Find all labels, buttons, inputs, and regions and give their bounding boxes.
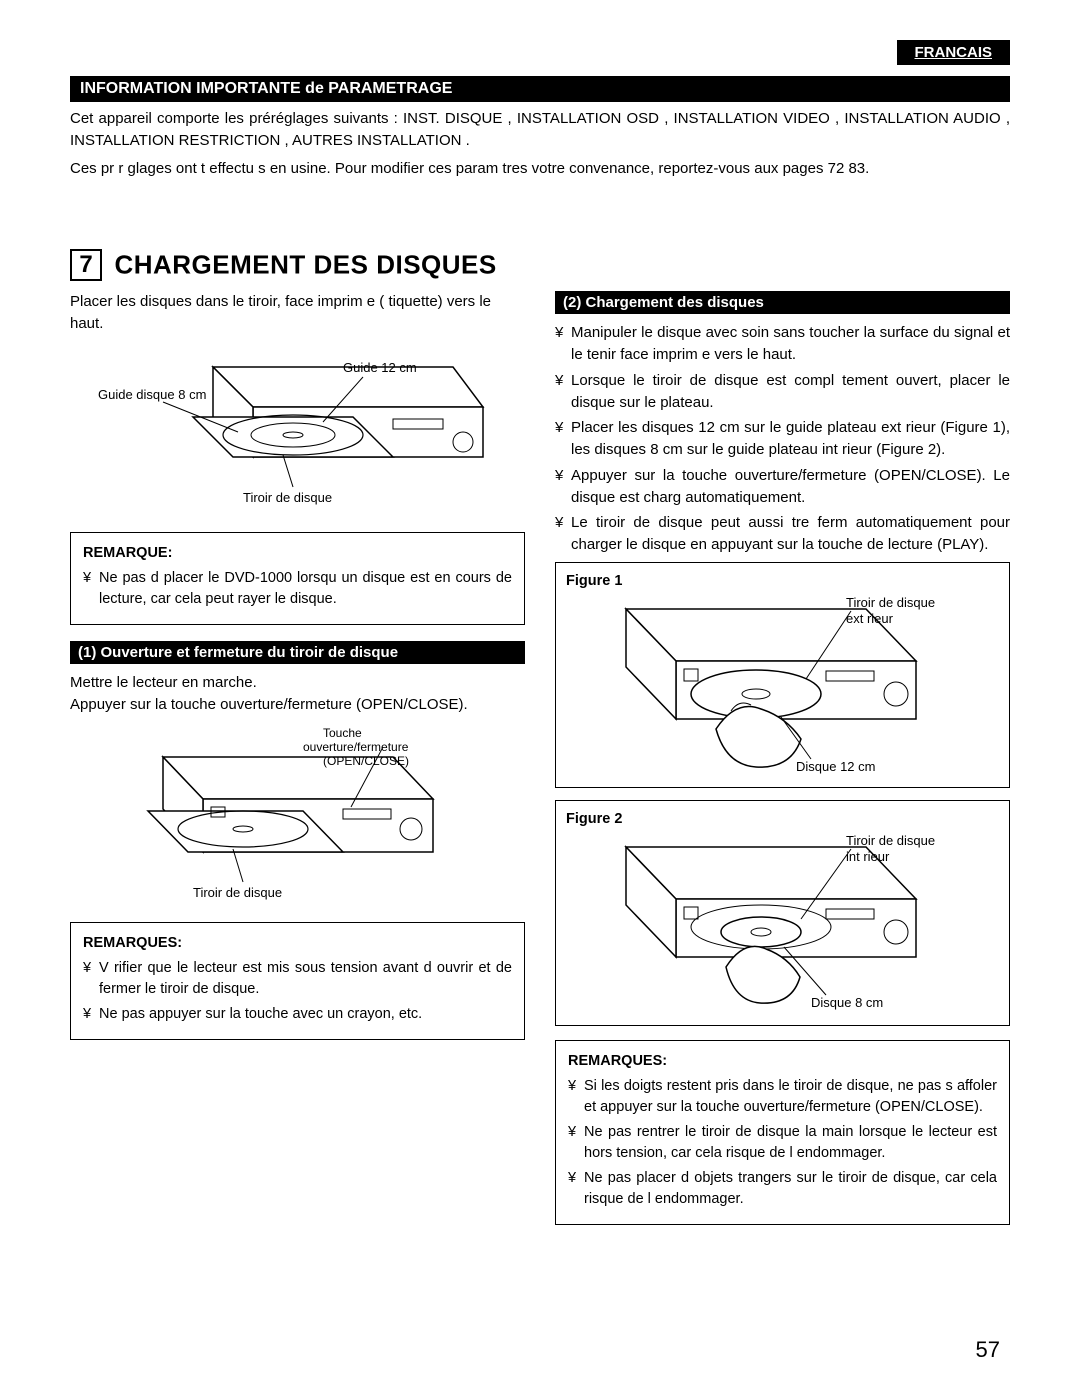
sub1-p1: Mettre le lecteur en marche. (70, 672, 525, 694)
svg-text:int rieur: int rieur (846, 849, 890, 864)
sub1-p2: Appuyer sur la touche ouverture/fermetur… (70, 694, 525, 716)
page-number: 57 (976, 1337, 1000, 1363)
label-guide-12cm: Guide 12 cm (343, 360, 417, 375)
info-bar-title: INFORMATION IMPORTANTE de PARAMETRAGE (70, 76, 1010, 102)
sub-heading-1: (1) Ouverture et fermeture du tiroir de … (70, 641, 525, 664)
figure-player-open-close: Touche ouverture/fermeture (OPEN/CLOSE) … (70, 727, 525, 912)
remark-item: Ne pas appuyer sur la touche avec un cra… (83, 1004, 512, 1025)
svg-text:Tiroir de disque: Tiroir de disque (193, 885, 282, 900)
remark-item: Ne pas rentrer le tiroir de disque la ma… (568, 1122, 997, 1164)
label-guide-8cm: Guide disque 8 cm (98, 387, 206, 402)
list-item: Lorsque le tiroir de disque est compl te… (555, 370, 1010, 414)
language-tag: FRANCAIS (897, 40, 1011, 65)
list-item: Placer les disques 12 cm sur le guide pl… (555, 417, 1010, 461)
remark-box-2: REMARQUES: V rifier que le lecteur est m… (70, 922, 525, 1040)
remark-box-3: REMARQUES: Si les doigts restent pris da… (555, 1040, 1010, 1225)
svg-text:ext rieur: ext rieur (846, 611, 894, 626)
svg-text:Touche: Touche (323, 727, 362, 740)
sub-heading-2: (2) Chargement des disques (555, 291, 1010, 314)
remark-list-2: V rifier que le lecteur est mis sous ten… (83, 958, 512, 1025)
list-item: Manipuler le disque avec soin sans touch… (555, 322, 1010, 366)
section-number: 7 (70, 249, 102, 281)
svg-text:Disque 12 cm: Disque 12 cm (796, 759, 875, 774)
section-title: CHARGEMENT DES DISQUES (114, 250, 496, 280)
sub2-list: Manipuler le disque avec soin sans touch… (555, 322, 1010, 556)
remark-item: Ne pas placer d objets trangers sur le t… (568, 1168, 997, 1210)
remark-title-3: REMARQUES: (568, 1051, 997, 1072)
list-item: Le tiroir de disque peut aussi tre ferm … (555, 512, 1010, 556)
left-intro: Placer les disques dans le tiroir, face … (70, 291, 525, 335)
svg-text:ouverture/fermeture: ouverture/fermeture (303, 740, 409, 754)
figure-1-box: Figure 1 Tiroir de disque ext rieur Disq… (555, 562, 1010, 788)
remark-title-1: REMARQUE: (83, 543, 512, 564)
figure-2-box: Figure 2 Tiroir de disque int rieur (555, 800, 1010, 1026)
list-item: Appuyer sur la touche ouverture/fermetur… (555, 465, 1010, 509)
remark-list-3: Si les doigts restent pris dans le tiroi… (568, 1076, 997, 1210)
section-heading: 7 CHARGEMENT DES DISQUES (70, 249, 1010, 281)
remark-item: Si les doigts restent pris dans le tiroi… (568, 1076, 997, 1118)
remark-list-1: Ne pas d placer le DVD-1000 lorsqu un di… (83, 568, 512, 610)
figure-player-top: Guide disque 8 cm Guide 12 cm Tiroir de … (70, 347, 525, 522)
svg-text:Tiroir de disque: Tiroir de disque (846, 595, 935, 610)
svg-text:(OPEN/CLOSE): (OPEN/CLOSE) (323, 754, 409, 768)
left-column: Placer les disques dans le tiroir, face … (70, 291, 525, 1225)
right-column: (2) Chargement des disques Manipuler le … (555, 291, 1010, 1225)
remark-title-2: REMARQUES: (83, 933, 512, 954)
info-text-line1: Cet appareil comporte les préréglages su… (70, 108, 1010, 152)
figure-1-label: Figure 1 (566, 573, 999, 589)
info-text-line2: Ces pr r glages ont t effectu s en usine… (70, 158, 1010, 180)
label-tiroir-1: Tiroir de disque (243, 490, 332, 505)
remark-item: V rifier que le lecteur est mis sous ten… (83, 958, 512, 1000)
remark-item: Ne pas d placer le DVD-1000 lorsqu un di… (83, 568, 512, 610)
svg-text:Tiroir de disque: Tiroir de disque (846, 833, 935, 848)
svg-text:Disque 8 cm: Disque 8 cm (811, 995, 883, 1010)
figure-2-label: Figure 2 (566, 811, 999, 827)
remark-box-1: REMARQUE: Ne pas d placer le DVD-1000 lo… (70, 532, 525, 625)
